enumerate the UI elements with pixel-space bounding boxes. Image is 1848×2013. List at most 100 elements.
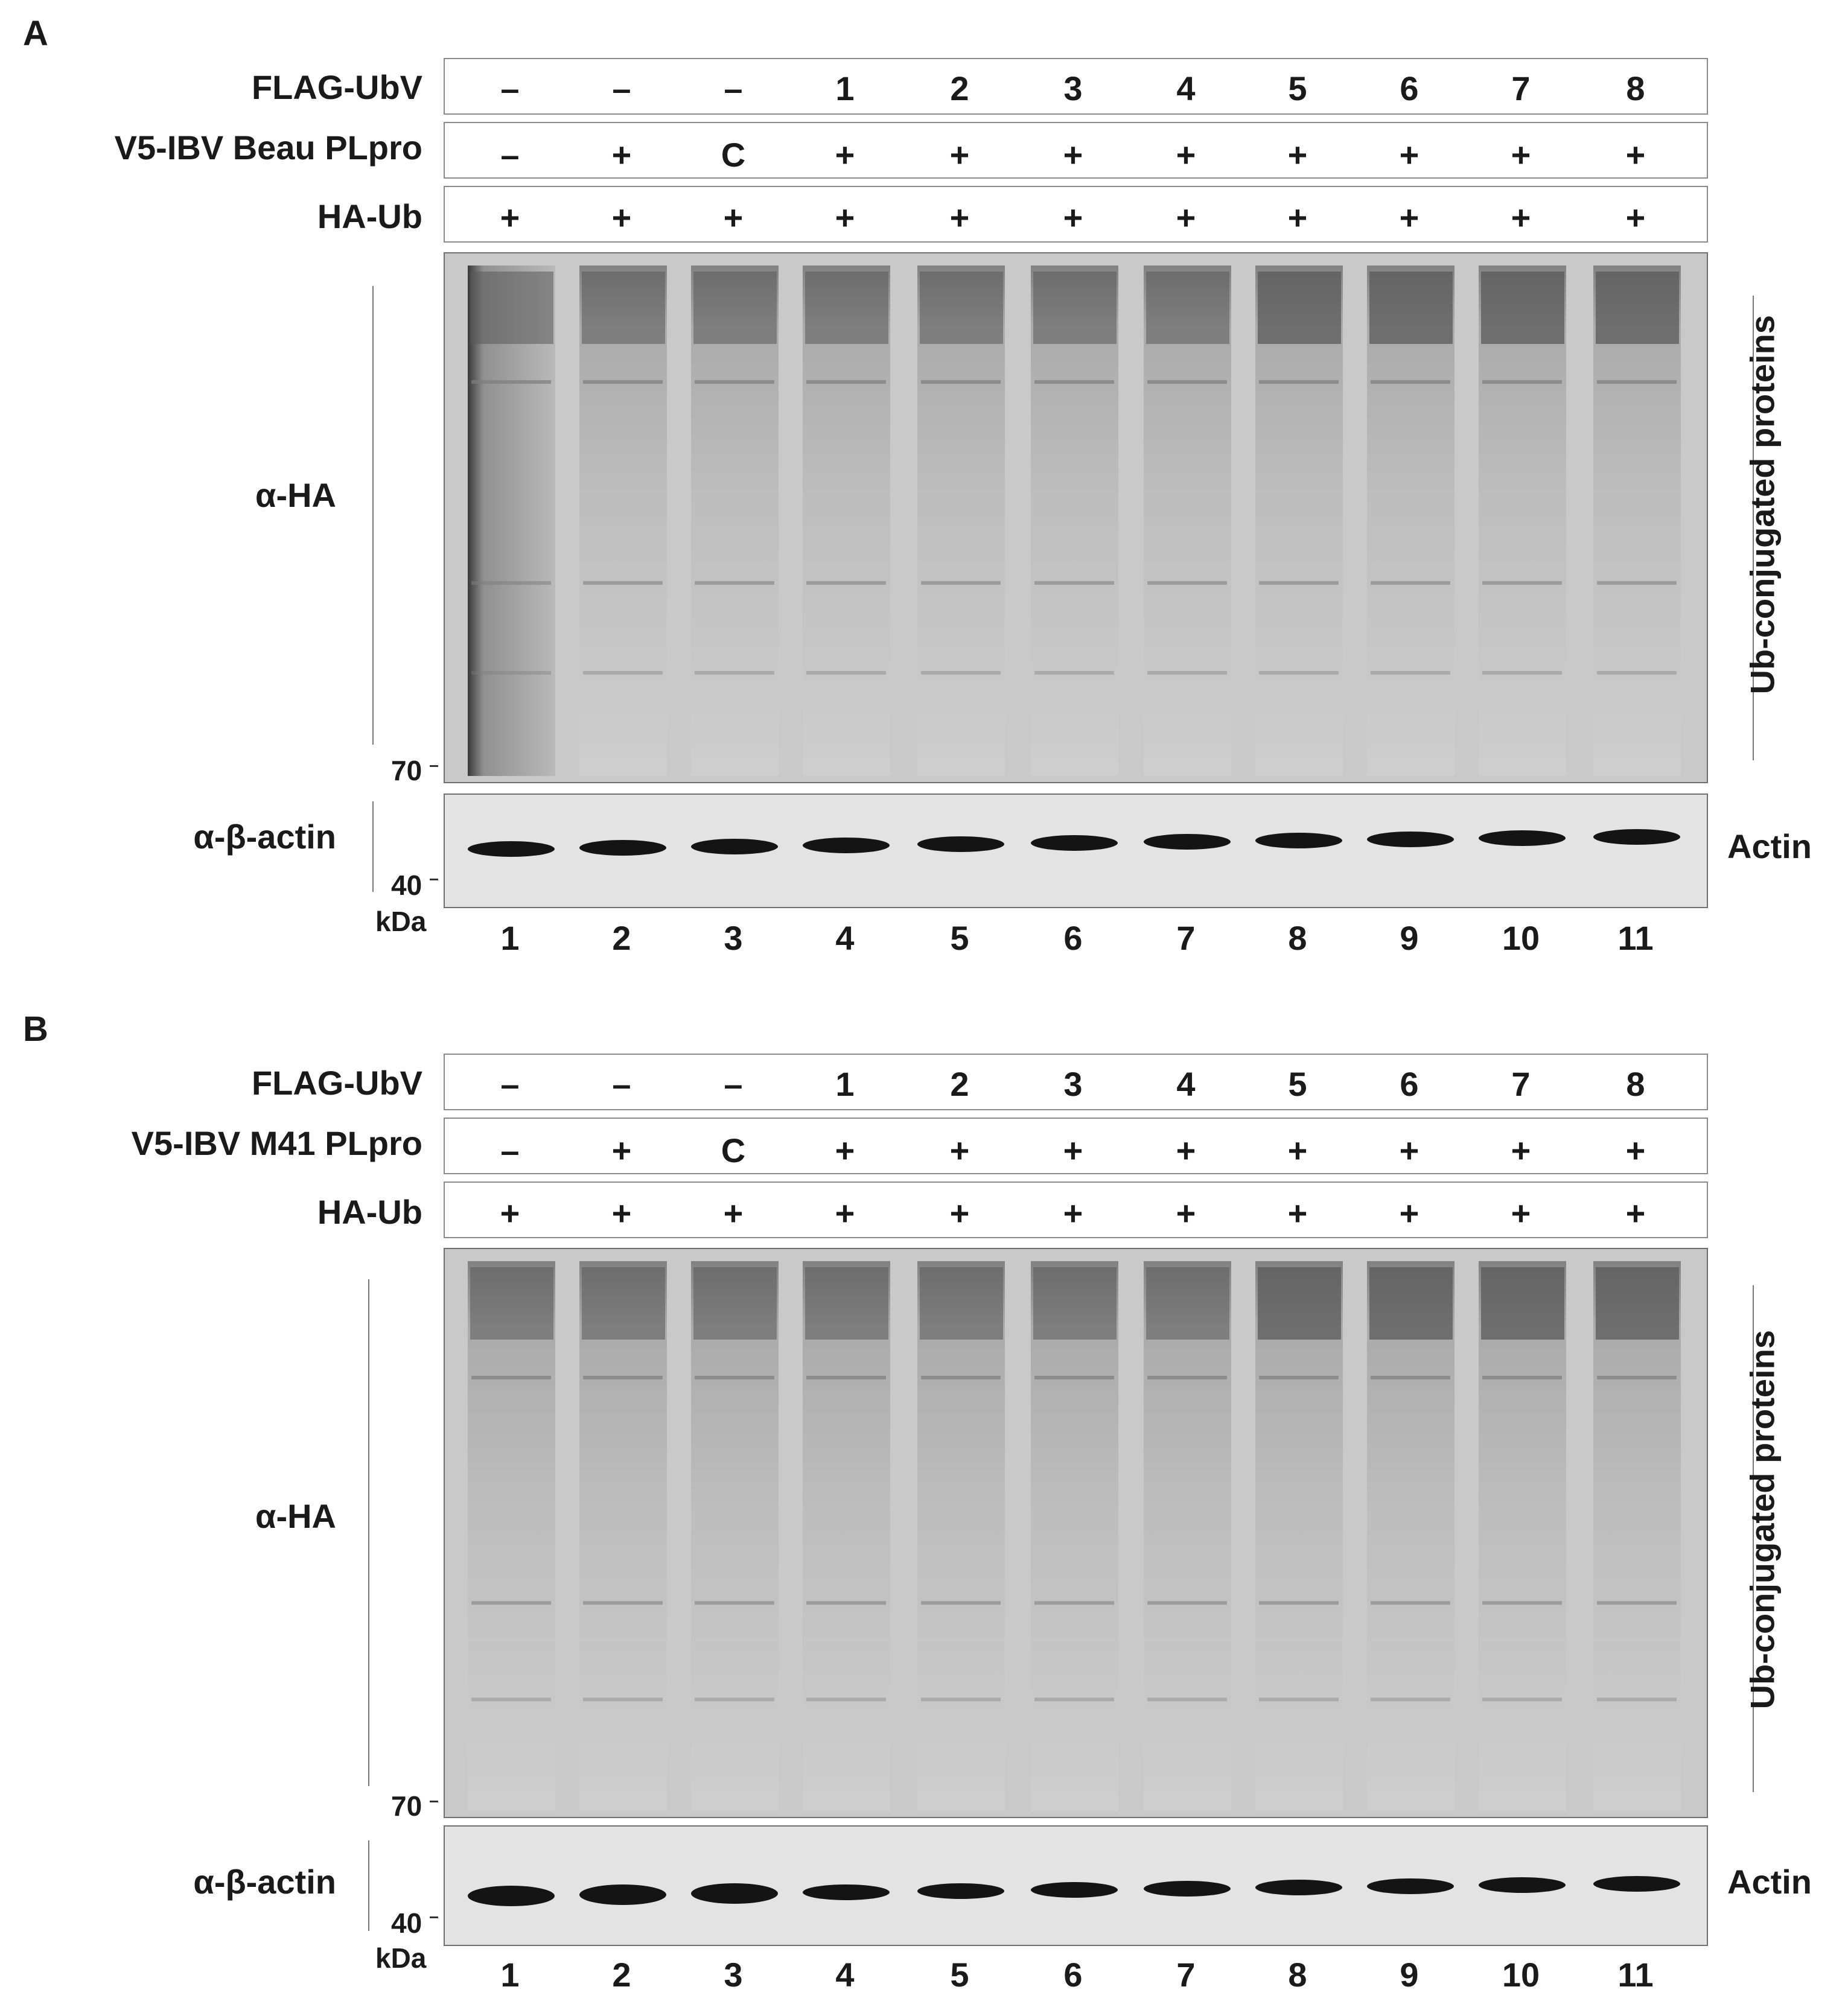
- ha-lane-band: [695, 1601, 774, 1605]
- condition-cell: +: [611, 1194, 632, 1232]
- ha-lane-band: [806, 1697, 886, 1702]
- actin-band: [468, 841, 555, 857]
- row-label-ha-ub: HA-Ub: [317, 1193, 422, 1231]
- lane-number: 9: [1400, 919, 1419, 957]
- condition-cell: –: [500, 1131, 520, 1169]
- ha-lane-top-band: [1033, 272, 1117, 344]
- condition-cell: +: [1625, 199, 1646, 237]
- lane-number: 6: [1063, 1956, 1083, 1994]
- ha-lane-band: [1371, 581, 1450, 585]
- condition-cell: 1: [835, 1065, 855, 1103]
- ha-lane-smear: [468, 1261, 555, 1811]
- marker-40: 40: [391, 870, 422, 901]
- condition-cell: 4: [1176, 69, 1196, 107]
- marker-70: 70: [391, 1790, 422, 1822]
- ha-lane-band: [1147, 671, 1227, 675]
- condition-cell: 2: [950, 69, 969, 107]
- ha-lane-band: [921, 671, 1001, 675]
- actin-band: [803, 1884, 890, 1900]
- ha-lane-band: [583, 671, 663, 675]
- condition-cell: +: [1176, 136, 1196, 174]
- lane-number: 8: [1288, 919, 1307, 957]
- condition-cell: +: [1287, 199, 1308, 237]
- condition-cell: 7: [1511, 69, 1531, 107]
- ha-lane-smear: [1255, 266, 1343, 776]
- ha-lane-top-band: [1369, 1267, 1453, 1340]
- condition-cell: +: [1063, 1131, 1083, 1169]
- condition-cell: 6: [1400, 1065, 1419, 1103]
- ha-lane-band: [695, 1376, 774, 1379]
- lane-number: 3: [724, 1956, 743, 1994]
- lane-number: 4: [835, 1956, 855, 1994]
- lane-number: 7: [1176, 919, 1196, 957]
- side-label-ub-conjugated: Ub-conjugated proteins: [1743, 315, 1782, 695]
- condition-cell: +: [1063, 1194, 1083, 1232]
- ha-lane-band: [1371, 1601, 1450, 1605]
- condition-cell: +: [1287, 136, 1308, 174]
- ha-lane-top-band: [1146, 272, 1229, 344]
- condition-cell: C: [721, 1131, 746, 1169]
- condition-cell: +: [611, 199, 632, 237]
- actin-band: [579, 840, 666, 856]
- condition-cell: +: [1511, 199, 1531, 237]
- condition-cell: 5: [1288, 69, 1307, 107]
- condition-cell: +: [723, 199, 744, 237]
- ha-bracket-line: [368, 1279, 369, 1786]
- ha-lane-band: [1147, 581, 1227, 585]
- condition-cell: +: [1625, 1131, 1646, 1169]
- ha-lane-band: [695, 671, 774, 675]
- actin-band: [917, 1883, 1004, 1899]
- actin-band: [1031, 835, 1118, 851]
- actin-bracket-line: [368, 1840, 369, 1931]
- condition-cell: 4: [1176, 1065, 1196, 1103]
- condition-cell: +: [500, 199, 520, 237]
- ha-lane-band: [806, 380, 886, 384]
- row-ha-ub: [444, 186, 1708, 243]
- actin-band: [917, 836, 1004, 852]
- ha-lane-top-band: [920, 1267, 1003, 1340]
- row-flag-ubv: [444, 1054, 1708, 1110]
- ha-lane-band: [1597, 671, 1677, 675]
- ha-lane-band: [806, 671, 886, 675]
- antibody-label-ha: α-HA: [255, 1497, 336, 1535]
- condition-cell: 1: [835, 69, 855, 107]
- ha-lane-band: [695, 581, 774, 585]
- ha-lane-band: [471, 671, 551, 675]
- condition-cell: +: [723, 1194, 744, 1232]
- condition-cell: +: [611, 1131, 632, 1169]
- ha-lane-smear: [1479, 266, 1566, 776]
- lane-number: 2: [612, 1956, 631, 1994]
- row-v5-ibv-plpro: [444, 122, 1708, 179]
- ha-lane-band: [1371, 671, 1450, 675]
- condition-cell: +: [500, 1194, 520, 1232]
- condition-cell: +: [1625, 1194, 1646, 1232]
- row-ha-ub: [444, 1181, 1708, 1238]
- lane-number: 11: [1617, 1956, 1654, 1994]
- ha-lane-band: [806, 1376, 886, 1379]
- ha-lane-top-band: [1258, 1267, 1341, 1340]
- condition-cell: +: [1176, 199, 1196, 237]
- condition-cell: +: [949, 199, 970, 237]
- ha-lane-band: [1034, 581, 1114, 585]
- ha-lane-smear: [1367, 1261, 1455, 1811]
- ha-lane-smear: [1031, 1261, 1118, 1811]
- ha-lane-smear: [1593, 1261, 1681, 1811]
- side-label-ub-conjugated: Ub-conjugated proteins: [1743, 1330, 1782, 1709]
- ha-lane-smear: [691, 1261, 779, 1811]
- ha-lane-top-band: [693, 1267, 777, 1340]
- condition-cell: –: [724, 1065, 743, 1103]
- ha-lane-band: [1147, 1697, 1227, 1702]
- ha-lane-band: [695, 380, 774, 384]
- ha-lane-top-band: [1146, 1267, 1229, 1340]
- row-label-v5-ibv-plpro: V5-IBV M41 PLpro: [131, 1124, 422, 1162]
- ha-lane-smear: [1144, 1261, 1231, 1811]
- ha-lane-band: [1482, 1697, 1562, 1702]
- blot-actin-image: [445, 1827, 1707, 1945]
- ha-lane-top-band: [1481, 272, 1564, 344]
- ha-lane-top-band: [1596, 1267, 1679, 1340]
- ha-lane-smear: [917, 266, 1005, 776]
- actin-band: [1593, 1876, 1680, 1892]
- condition-cell: –: [500, 69, 520, 107]
- ub-bracket-line: [1753, 1285, 1754, 1792]
- ha-lane-band: [1259, 380, 1339, 384]
